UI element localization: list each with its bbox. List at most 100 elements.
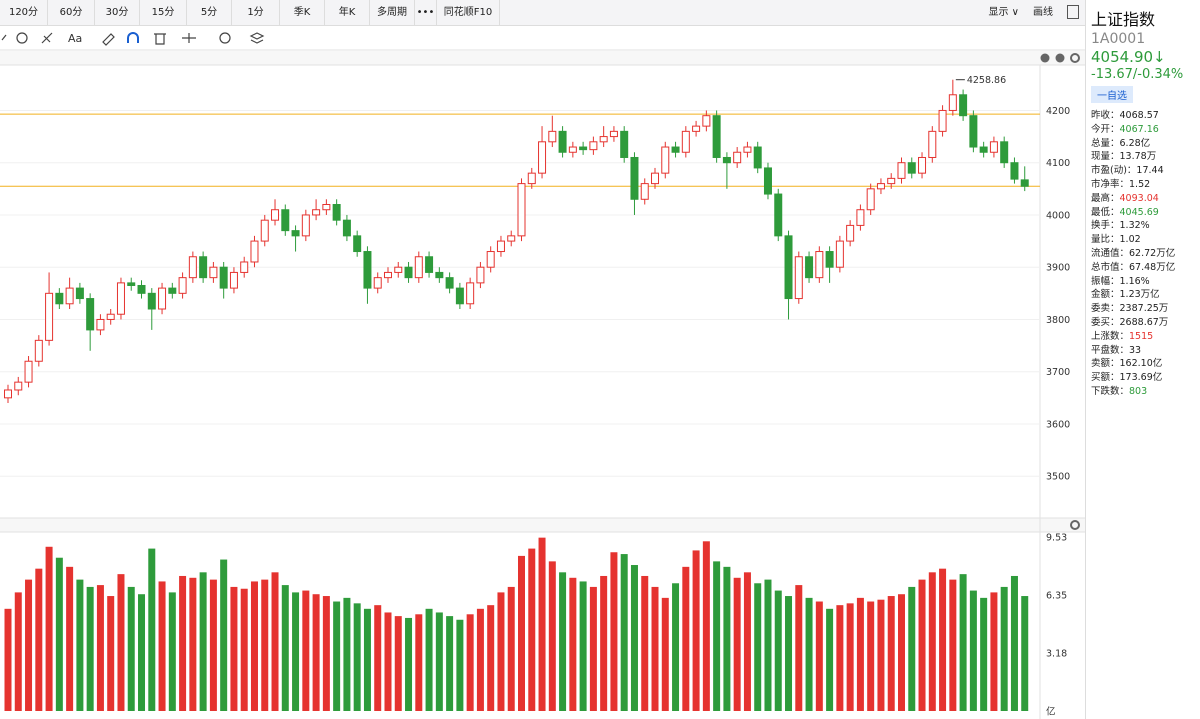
icon-move[interactable]: [182, 33, 196, 43]
peak-label: 4258.86: [967, 75, 1006, 86]
candle-body: [24, 360, 33, 383]
candle-body: [692, 125, 701, 132]
volume-bar: [743, 572, 751, 711]
candle-body: [599, 136, 608, 143]
candle-body: [476, 266, 485, 284]
panel-settings[interactable]: [1070, 53, 1080, 63]
icon-fib[interactable]: [41, 32, 53, 44]
volume-tick-label: 6.35: [1046, 591, 1067, 602]
volume-bar: [785, 596, 793, 711]
draw-line-button[interactable]: 画线: [1033, 7, 1053, 18]
stat-label: 振幅：: [1091, 275, 1120, 287]
stat-row: 今开：4067.16: [1091, 123, 1200, 137]
y-tick-label: 4100: [1046, 158, 1070, 169]
volume-bar: [86, 586, 94, 711]
panel-header: [0, 518, 1085, 532]
period-tab[interactable]: •••: [415, 0, 437, 25]
candle-body: [301, 214, 310, 237]
volume-bar: [1010, 575, 1018, 711]
y-tick-label: 3900: [1046, 263, 1070, 274]
volume-bar: [897, 594, 905, 711]
volume-bar: [384, 612, 392, 711]
volume-bar: [127, 586, 135, 711]
volume-bar: [990, 592, 998, 711]
volume-bar: [415, 614, 423, 711]
stat-row: 市盈(动)：17.44: [1091, 164, 1200, 178]
watch-button[interactable]: 一自选: [1091, 86, 1133, 103]
period-tab[interactable]: 季K: [280, 0, 325, 25]
candle-body: [466, 282, 475, 305]
stat-row: 流通值：62.72万亿: [1091, 247, 1200, 261]
period-tab[interactable]: 同花顺F10: [437, 0, 500, 25]
candle-body: [805, 256, 814, 279]
volume-bar: [651, 586, 659, 711]
candle-body: [763, 167, 772, 195]
candle-body: [363, 251, 372, 289]
tool-icons[interactable]: [1, 32, 265, 46]
candle-body: [332, 204, 341, 221]
volume-bar: [805, 597, 813, 711]
stat-label: 金额：: [1091, 289, 1120, 301]
period-tab[interactable]: 60分: [48, 0, 95, 25]
icon-eraser[interactable]: [102, 33, 115, 46]
stat-label: 昨收：: [1091, 110, 1120, 121]
volume-bar: [312, 594, 320, 711]
icon-magnet[interactable]: [127, 32, 139, 43]
stat-label: 买额：: [1091, 372, 1120, 384]
volume-bar: [14, 592, 22, 711]
candle-body: [835, 240, 844, 268]
candle-body: [1010, 162, 1019, 180]
text-tool[interactable]: Aa: [68, 32, 82, 45]
volume-bar: [199, 572, 207, 711]
display-menu[interactable]: 显示 ∨: [988, 7, 1020, 18]
icon-line[interactable]: [1, 34, 7, 41]
candle-body: [496, 240, 505, 253]
candle-body: [342, 219, 351, 237]
volume-settings[interactable]: [1070, 520, 1080, 530]
candle-body: [866, 188, 875, 211]
candle-body: [1000, 141, 1009, 164]
volume-bar: [405, 617, 413, 711]
volume-bar: [846, 603, 854, 711]
stat-value: 1515: [1129, 330, 1154, 342]
panel-controls[interactable]: [1040, 53, 1080, 530]
zoom-out[interactable]: [1055, 53, 1065, 63]
stat-value: 17.44: [1136, 165, 1164, 177]
volume-bar: [672, 583, 680, 711]
stat-label: 总量：: [1091, 137, 1120, 149]
candle-body: [959, 94, 968, 117]
stat-label: 流通值：: [1091, 247, 1130, 259]
candle-body: [188, 256, 197, 279]
panel-toggle[interactable]: [1067, 5, 1079, 19]
period-tab[interactable]: 15分: [140, 0, 187, 25]
volume-bar: [281, 585, 289, 711]
stat-value: 173.69亿: [1119, 372, 1163, 384]
volume-bar: [333, 601, 341, 711]
volume-bar: [189, 577, 197, 711]
period-tab[interactable]: 5分: [187, 0, 232, 25]
icon-delete[interactable]: [154, 33, 166, 45]
volume-tick-label: 9.53: [1046, 533, 1067, 544]
candle-body: [281, 209, 290, 232]
volume-bar: [754, 583, 762, 711]
icon-layers[interactable]: [249, 32, 265, 44]
volume-bar: [559, 572, 567, 711]
period-tab[interactable]: 1分: [232, 0, 280, 25]
zoom-in[interactable]: [1040, 53, 1050, 63]
candle-body: [435, 271, 444, 279]
period-tab[interactable]: 年K: [325, 0, 370, 25]
y-tick-label: 3800: [1046, 315, 1070, 326]
period-tab[interactable]: 30分: [95, 0, 140, 25]
candle-body: [312, 209, 321, 216]
stat-value: 4093.04: [1119, 192, 1159, 204]
stat-value: 2387.25万: [1119, 303, 1169, 315]
period-tab[interactable]: 120分: [0, 0, 48, 25]
y-tick-label: 3700: [1046, 367, 1070, 378]
stat-value: 162.10亿: [1119, 358, 1163, 370]
stat-value: 1.52: [1129, 178, 1151, 190]
volume-bar: [353, 603, 361, 711]
icon-settings[interactable]: [219, 32, 231, 44]
period-tab[interactable]: 多周期: [370, 0, 415, 25]
icon-cycle[interactable]: [16, 32, 28, 44]
candle-body: [825, 251, 834, 268]
